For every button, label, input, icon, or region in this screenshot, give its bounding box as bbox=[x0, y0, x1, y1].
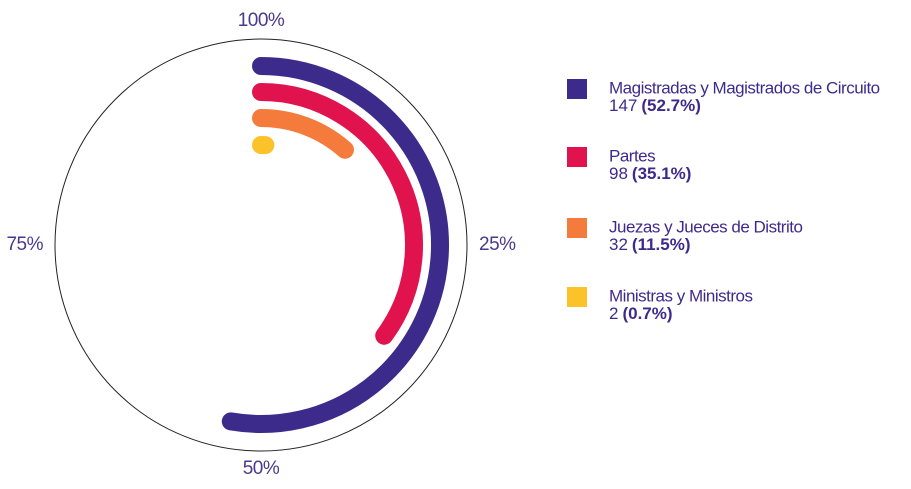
legend-percent: (0.7%) bbox=[622, 304, 672, 323]
legend-swatch bbox=[567, 218, 587, 238]
legend-count: 32 bbox=[609, 235, 628, 254]
tick-label: 50% bbox=[243, 458, 280, 479]
axis-circle bbox=[54, 38, 468, 452]
tick-label: 25% bbox=[479, 234, 516, 255]
legend-percent: (35.1%) bbox=[632, 164, 692, 183]
legend-count: 147 bbox=[609, 96, 637, 115]
legend-detail: 98 (35.1%) bbox=[609, 164, 691, 183]
legend-name: Ministras y Ministros bbox=[609, 286, 752, 305]
legend-swatch bbox=[567, 287, 587, 307]
radial-bar bbox=[252, 83, 423, 345]
legend-percent: (52.7%) bbox=[641, 96, 701, 115]
legend-detail: 2 (0.7%) bbox=[609, 304, 673, 323]
legend-detail: 147 (52.7%) bbox=[609, 96, 701, 115]
legend-detail: 32 (11.5%) bbox=[609, 235, 691, 254]
tick-label: 100% bbox=[238, 10, 285, 31]
legend-count: 98 bbox=[609, 164, 628, 183]
tick-label: 75% bbox=[6, 234, 43, 255]
legend-percent: (11.5%) bbox=[632, 235, 691, 254]
radial-bar bbox=[252, 109, 354, 159]
legend-name: Partes bbox=[609, 146, 655, 165]
legend-swatch bbox=[567, 147, 587, 167]
legend-count: 2 bbox=[609, 304, 618, 323]
legend-swatch bbox=[567, 79, 587, 99]
radial-bar bbox=[221, 57, 449, 433]
legend-name: Magistradas y Magistrados de Circuito bbox=[609, 78, 880, 97]
legend-name: Juezas y Jueces de Distrito bbox=[609, 217, 802, 236]
